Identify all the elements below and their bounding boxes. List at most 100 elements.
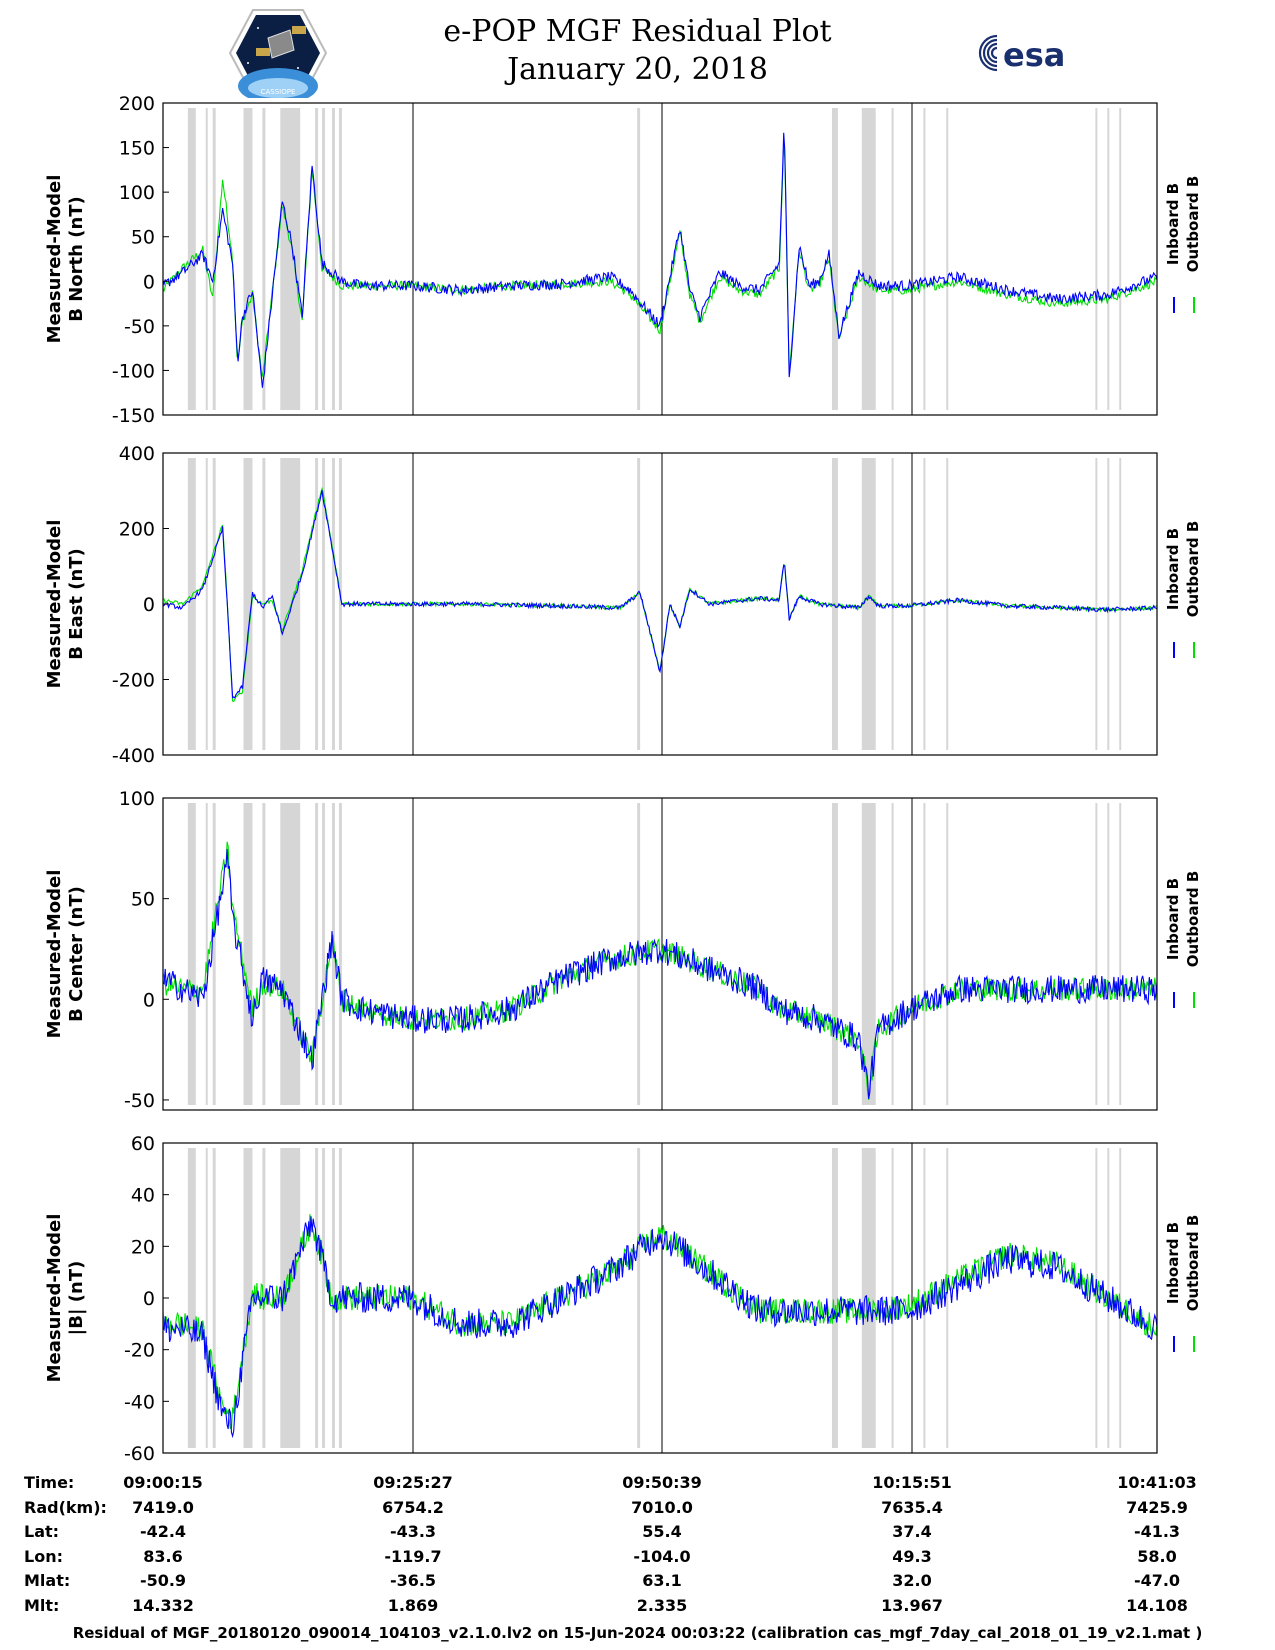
y-tick-label: 400 (119, 443, 155, 465)
shaded-interval (205, 108, 208, 410)
esa-logo: esa (978, 34, 1065, 74)
y-tick-label: -150 (112, 405, 155, 427)
info-cell: 37.4 (892, 1522, 932, 1541)
plot-frame (162, 452, 1158, 756)
orbit-info-table: Time: Rad(km): Lat: Lon: Mlat: Mlt: 09:00:15 74… (0, 1465, 1275, 1615)
shaded-interval (946, 108, 949, 410)
y-tick-label: -200 (112, 670, 155, 692)
y-tick-label: 0 (143, 271, 155, 293)
footer-caption: Residual of MGF_20180120_090014_104103_v… (72, 1624, 1203, 1642)
series-line-inboard (162, 132, 1158, 388)
y-axis-label: Measured-Model (44, 1214, 65, 1383)
y-axis-label: Measured-Model (44, 520, 65, 689)
plot-frame (162, 102, 1158, 416)
series-line-inboard (162, 848, 1158, 1099)
logo-left-caption: CASSIOPE (261, 88, 296, 96)
plot-title: e-POP MGF Residual Plot (443, 14, 832, 49)
shaded-interval (338, 108, 342, 410)
info-cell: 49.3 (892, 1546, 932, 1566)
info-cell: 6754.2 (382, 1497, 444, 1517)
shaded-interval (637, 458, 641, 750)
shaded-interval (280, 108, 301, 410)
info-cell: 63.1 (642, 1571, 682, 1590)
info-cell: 09:25:27 (373, 1473, 453, 1492)
info-cell: -104.0 (633, 1546, 691, 1566)
panel-1: -150 -100 -50 0 50 100 150 200 Measured-Model B N… (44, 93, 1202, 427)
shaded-interval (262, 1148, 266, 1448)
shaded-interval (637, 108, 641, 410)
shaded-interval (946, 1148, 949, 1448)
y-tick-label: 150 (119, 138, 155, 160)
info-cell: 58.0 (1137, 1546, 1177, 1566)
shaded-interval (831, 1148, 838, 1448)
series-line-inboard (162, 490, 1158, 699)
y-tick-label: -50 (124, 316, 155, 338)
y-axis-label: |B| (nT) (66, 1261, 87, 1336)
info-cell: 83.6 (143, 1546, 183, 1566)
info-cell: 7010.0 (631, 1497, 693, 1517)
shaded-interval (891, 803, 894, 1105)
panel-3: -50 0 50 100 Measured-Model B Center (nT) Inbo… (44, 788, 1202, 1112)
shaded-interval (243, 108, 253, 410)
shaded-interval (946, 803, 949, 1105)
shaded-interval (946, 458, 949, 750)
shaded-interval (280, 803, 301, 1105)
legend-label: Outboard B (1184, 1215, 1202, 1312)
y-axis-label: B Center (nT) (66, 886, 87, 1022)
shaded-interval (315, 1148, 319, 1448)
shaded-interval (1119, 803, 1122, 1105)
info-row-label: Lat: (24, 1522, 60, 1541)
shaded-interval (315, 458, 319, 750)
info-cell: 7635.4 (881, 1497, 943, 1517)
shaded-interval (262, 803, 266, 1105)
info-cell: 2.335 (636, 1595, 688, 1615)
shaded-interval (861, 803, 876, 1105)
shaded-interval (212, 1148, 216, 1448)
legend-label: Inboard B (1164, 183, 1182, 265)
y-tick-label: -40 (124, 1391, 155, 1413)
series-line-outboard (162, 841, 1158, 1100)
shaded-interval (212, 803, 216, 1105)
y-tick-label: 20 (131, 1236, 155, 1258)
info-cell: -36.5 (389, 1571, 437, 1590)
y-axis-label: B East (nT) (66, 548, 87, 660)
shaded-interval (280, 1148, 301, 1448)
header: e-POP MGF Residual Plot January 20, 2018… (0, 0, 1275, 100)
y-tick-label: 100 (119, 788, 155, 810)
shaded-interval (187, 458, 196, 750)
shaded-interval (1119, 1148, 1122, 1448)
info-cell: 10:41:03 (1117, 1473, 1197, 1492)
shaded-interval (205, 458, 208, 750)
shaded-interval (1107, 108, 1110, 410)
y-tick-label: -60 (124, 1443, 155, 1465)
shaded-interval (322, 1148, 326, 1448)
y-axis-label: Measured-Model (44, 870, 65, 1039)
plot-frame (162, 797, 1158, 1111)
info-cell: -41.3 (1133, 1522, 1181, 1541)
legend-label: Outboard B (1184, 176, 1202, 273)
info-row-label: Mlt: (24, 1595, 60, 1615)
shaded-interval (338, 458, 342, 750)
legend-label: Outboard B (1184, 521, 1202, 618)
info-cell: -119.7 (384, 1546, 442, 1566)
shaded-interval (331, 1148, 335, 1448)
info-cell: -42.4 (139, 1522, 187, 1541)
info-cell: 14.332 (132, 1595, 194, 1615)
shaded-interval (315, 108, 319, 410)
panel-4: -60 -40 -20 0 20 40 60 Measured-Model |B| (nT) In… (44, 1133, 1202, 1465)
info-cell: -50.9 (139, 1571, 187, 1590)
shaded-interval (923, 803, 926, 1105)
info-row-label: Rad(km): (24, 1497, 107, 1517)
legend-label: Inboard B (1164, 1222, 1182, 1304)
shaded-interval (212, 108, 216, 410)
info-cell: -47.0 (1133, 1571, 1181, 1590)
info-cell: 32.0 (892, 1571, 932, 1590)
shaded-interval (923, 108, 926, 410)
logo-right-text: esa (1003, 36, 1065, 74)
shaded-interval (205, 803, 208, 1105)
y-axis-label: B North (nT) (66, 196, 87, 322)
y-tick-label: -20 (124, 1340, 155, 1362)
series-line-inboard (162, 1216, 1158, 1439)
plot-frame (162, 1142, 1158, 1454)
shaded-interval (637, 1148, 641, 1448)
